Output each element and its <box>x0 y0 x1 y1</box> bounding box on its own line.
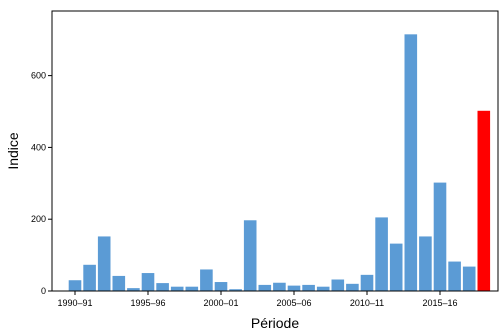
bar-1990-91 <box>68 280 82 291</box>
y-tick-label: 0 <box>41 286 46 296</box>
bar-2018-19 <box>477 110 491 291</box>
bar-1997-98 <box>170 286 184 291</box>
y-axis-title: Indice <box>5 132 21 170</box>
x-tick-label: 1995–96 <box>130 298 165 308</box>
bar-2005-06 <box>287 285 301 291</box>
bar-2000-01 <box>214 282 228 291</box>
bar-2014-15 <box>419 236 432 291</box>
x-tick-label: 2000–01 <box>203 298 238 308</box>
x-axis: 1990–91 1995–96 2000–01 2005–06 2010–11 2015–… <box>57 291 458 308</box>
bar-2007-08 <box>316 286 330 291</box>
bar-2008-09 <box>331 279 345 291</box>
bar-1995-96 <box>141 273 155 291</box>
bar-1999-00 <box>200 269 213 291</box>
bar-2013-14 <box>404 34 418 291</box>
x-tick-label: 1990–91 <box>57 298 92 308</box>
bar-2016-17 <box>448 261 461 291</box>
bar-1996-97 <box>156 283 169 291</box>
x-axis-title: Période <box>251 315 299 331</box>
bar-2012-13 <box>389 243 403 291</box>
bar-2002-03 <box>243 220 257 291</box>
bars-group <box>68 34 491 291</box>
x-tick-label: 2005–06 <box>276 298 311 308</box>
y-tick-label: 600 <box>31 71 46 81</box>
bar-2015-16 <box>433 182 447 291</box>
bar-2017-18 <box>462 266 476 291</box>
bar-1998-99 <box>185 286 199 291</box>
bar-1992-93 <box>97 236 111 291</box>
bar-2006-07 <box>302 284 315 291</box>
bar-2004-05 <box>273 282 286 291</box>
bar-2003-04 <box>258 284 272 291</box>
y-tick-label: 400 <box>31 142 46 152</box>
bar-2001-02 <box>229 289 242 291</box>
bar-1994-95 <box>127 288 140 291</box>
y-tick-label: 200 <box>31 214 46 224</box>
bar-2011-12 <box>375 217 388 291</box>
plot-frame <box>51 10 499 292</box>
bar-2009-10 <box>346 283 359 291</box>
y-axis: 0 200 400 600 <box>31 71 52 296</box>
bar-2010-11 <box>360 274 374 291</box>
x-tick-label: 2010–11 <box>350 298 384 308</box>
x-tick-label: 2015–16 <box>422 298 457 308</box>
bar-1991-92 <box>83 264 96 291</box>
bar-1993-94 <box>112 275 126 291</box>
